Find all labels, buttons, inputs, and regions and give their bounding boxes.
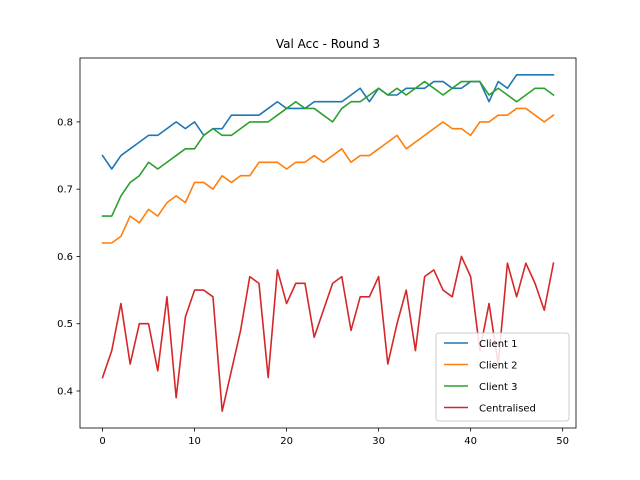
- x-tick-label: 50: [556, 436, 569, 447]
- y-tick-label: 0.4: [57, 387, 73, 398]
- legend: Client 1 Client 2 Client 3 Centralised: [435, 332, 570, 422]
- x-tick-label: 0: [99, 436, 105, 447]
- legend-box: [435, 332, 570, 422]
- y-tick-label: 0.7: [57, 185, 73, 196]
- axes-frame: [79, 57, 577, 429]
- plot-area: [101, 74, 555, 412]
- series-line-3: [101, 80, 555, 217]
- y-tick-label: 0.6: [57, 252, 73, 263]
- legend-label: Centralised: [479, 404, 536, 415]
- legend-label: Client 1: [479, 339, 518, 350]
- legend-label: Client 2: [479, 361, 518, 372]
- y-tick-label: 0.5: [57, 319, 73, 330]
- x-tick-label: 30: [372, 436, 385, 447]
- series-line-2: [101, 107, 555, 244]
- x-tick-label: 20: [280, 436, 293, 447]
- y-axis: 0.4 0.5 0.6 0.7 0.8: [57, 117, 80, 398]
- x-tick-label: 10: [188, 436, 201, 447]
- legend-label: Client 3: [479, 382, 518, 393]
- x-tick-label: 40: [464, 436, 477, 447]
- x-axis: 0 10 20 30 40 50: [99, 428, 569, 447]
- chart-title: Val Acc - Round 3: [276, 37, 380, 51]
- y-tick-label: 0.8: [57, 117, 73, 128]
